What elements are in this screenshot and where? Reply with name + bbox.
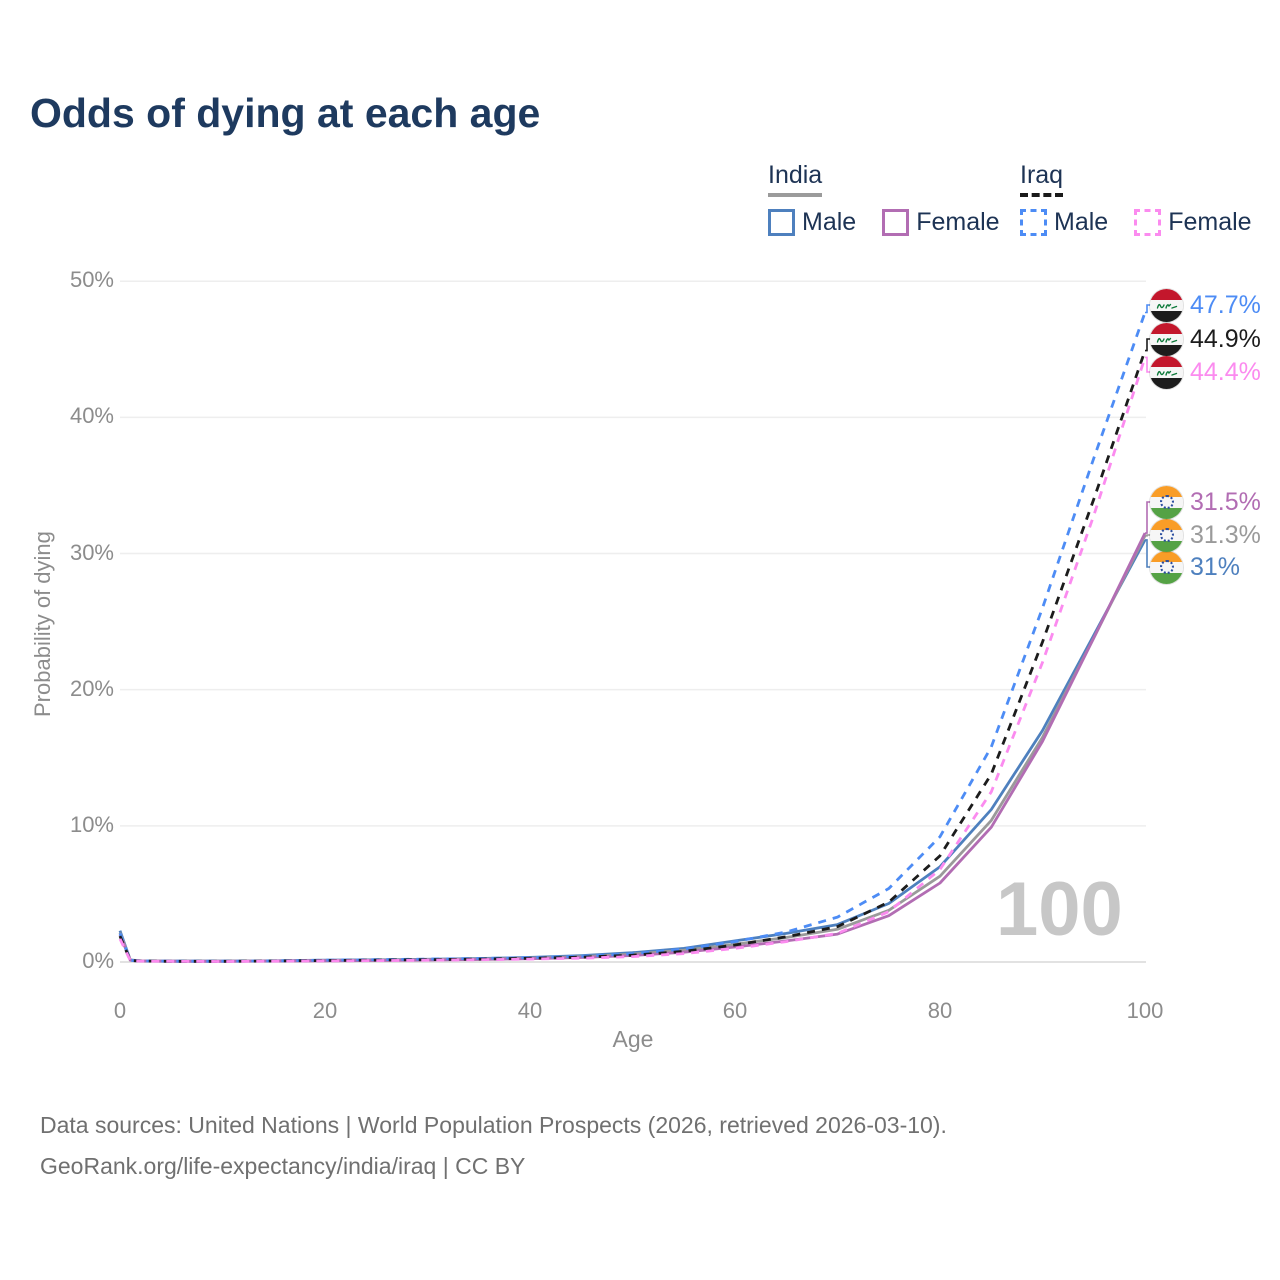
- end-label-value: 31.3%: [1190, 520, 1261, 549]
- end-label-value: 44.4%: [1190, 357, 1261, 386]
- footer-line-1: Data sources: United Nations | World Pop…: [40, 1112, 947, 1138]
- label-connector-iraq_female: [1145, 356, 1151, 373]
- legend-item-label: Female: [1168, 208, 1252, 236]
- legend-group-india: India Male Female: [768, 161, 1026, 237]
- legend-item-iraq-male[interactable]: Male: [1020, 208, 1108, 237]
- x-tick-label: 40: [517, 998, 543, 1023]
- end-label-iraq_total: 44.9%: [1150, 322, 1261, 356]
- series-line-iraq_male: [118, 312, 1147, 963]
- y-tick-label: 20%: [69, 675, 114, 701]
- series-line-india_male: [118, 539, 1147, 963]
- legend-country-iraq: Iraq: [1020, 161, 1064, 197]
- label-connector-iraq_male: [1145, 304, 1151, 314]
- data-sources-footer: Data sources: United Nations | World Pop…: [40, 1105, 947, 1187]
- legend-item-india-male[interactable]: Male: [768, 208, 856, 237]
- end-label-value: 47.7%: [1190, 290, 1261, 319]
- end-label-india_total: 31.3%: [1150, 518, 1261, 552]
- series-line-india_total: [118, 535, 1147, 963]
- end-label-value: 44.9%: [1190, 324, 1261, 353]
- x-tick-label: 80: [927, 998, 953, 1023]
- series-line-iraq_total: [118, 350, 1147, 963]
- india-flag-icon: [1150, 485, 1183, 519]
- takbir-script-icon: [1156, 303, 1177, 309]
- y-tick-label: 30%: [69, 539, 114, 565]
- series-line-iraq_female: [118, 356, 1147, 963]
- label-connector-india_total: [1145, 534, 1151, 537]
- y-tick-label: 0%: [82, 948, 114, 973]
- footer-line-2: GeoRank.org/life-expectancy/india/iraq |…: [40, 1153, 526, 1179]
- ashoka-chakra-icon: [1159, 560, 1174, 574]
- legend-item-india-female[interactable]: Female: [882, 208, 1000, 237]
- legend-group-iraq: Iraq Male Female: [1020, 161, 1278, 237]
- x-tick-label: 0: [113, 998, 127, 1023]
- x-tick-label: 20: [312, 998, 338, 1023]
- end-label-value: 31.5%: [1190, 487, 1261, 516]
- takbir-script-icon: [1156, 337, 1177, 343]
- x-tick-label: 60: [722, 998, 748, 1023]
- x-axis-title: Age: [612, 1026, 654, 1052]
- age-watermark: 100: [996, 867, 1123, 952]
- iraq-flag-icon: [1150, 288, 1183, 322]
- india-female-swatch-icon: [882, 209, 910, 236]
- legend-item-label: Female: [916, 208, 1000, 236]
- takbir-script-icon: [1156, 370, 1177, 376]
- iraq-flag-icon: [1150, 322, 1183, 356]
- label-connector-iraq_total: [1145, 338, 1151, 352]
- ashoka-chakra-icon: [1159, 528, 1174, 542]
- label-connector-india_male: [1145, 539, 1151, 568]
- india-male-swatch-icon: [768, 209, 795, 236]
- legend-item-label: Male: [1054, 208, 1109, 236]
- legend-item-iraq-female[interactable]: Female: [1134, 208, 1252, 237]
- legend-country-india: India: [768, 161, 823, 197]
- y-tick-label: 10%: [69, 811, 114, 837]
- y-tick-label: 40%: [69, 403, 114, 429]
- india-flag-icon: [1150, 518, 1183, 552]
- x-tick-label: 100: [1126, 998, 1164, 1023]
- india-flag-icon: [1150, 550, 1183, 584]
- page-title: Odds of dying at each age: [30, 90, 541, 136]
- iraq-male-swatch-icon: [1020, 209, 1047, 236]
- iraq-female-swatch-icon: [1134, 209, 1162, 236]
- label-connector-india_female: [1145, 501, 1151, 534]
- series-line-india_female: [118, 532, 1147, 963]
- end-label-india_male: 31%: [1150, 550, 1240, 584]
- end-label-value: 31%: [1190, 552, 1241, 581]
- ashoka-chakra-icon: [1159, 495, 1174, 509]
- end-label-iraq_male: 47.7%: [1150, 288, 1261, 322]
- y-tick-label: 50%: [69, 267, 114, 293]
- iraq-flag-icon: [1150, 355, 1183, 389]
- end-label-iraq_female: 44.4%: [1150, 355, 1261, 389]
- legend-item-label: Male: [802, 208, 857, 236]
- end-label-india_female: 31.5%: [1150, 485, 1261, 519]
